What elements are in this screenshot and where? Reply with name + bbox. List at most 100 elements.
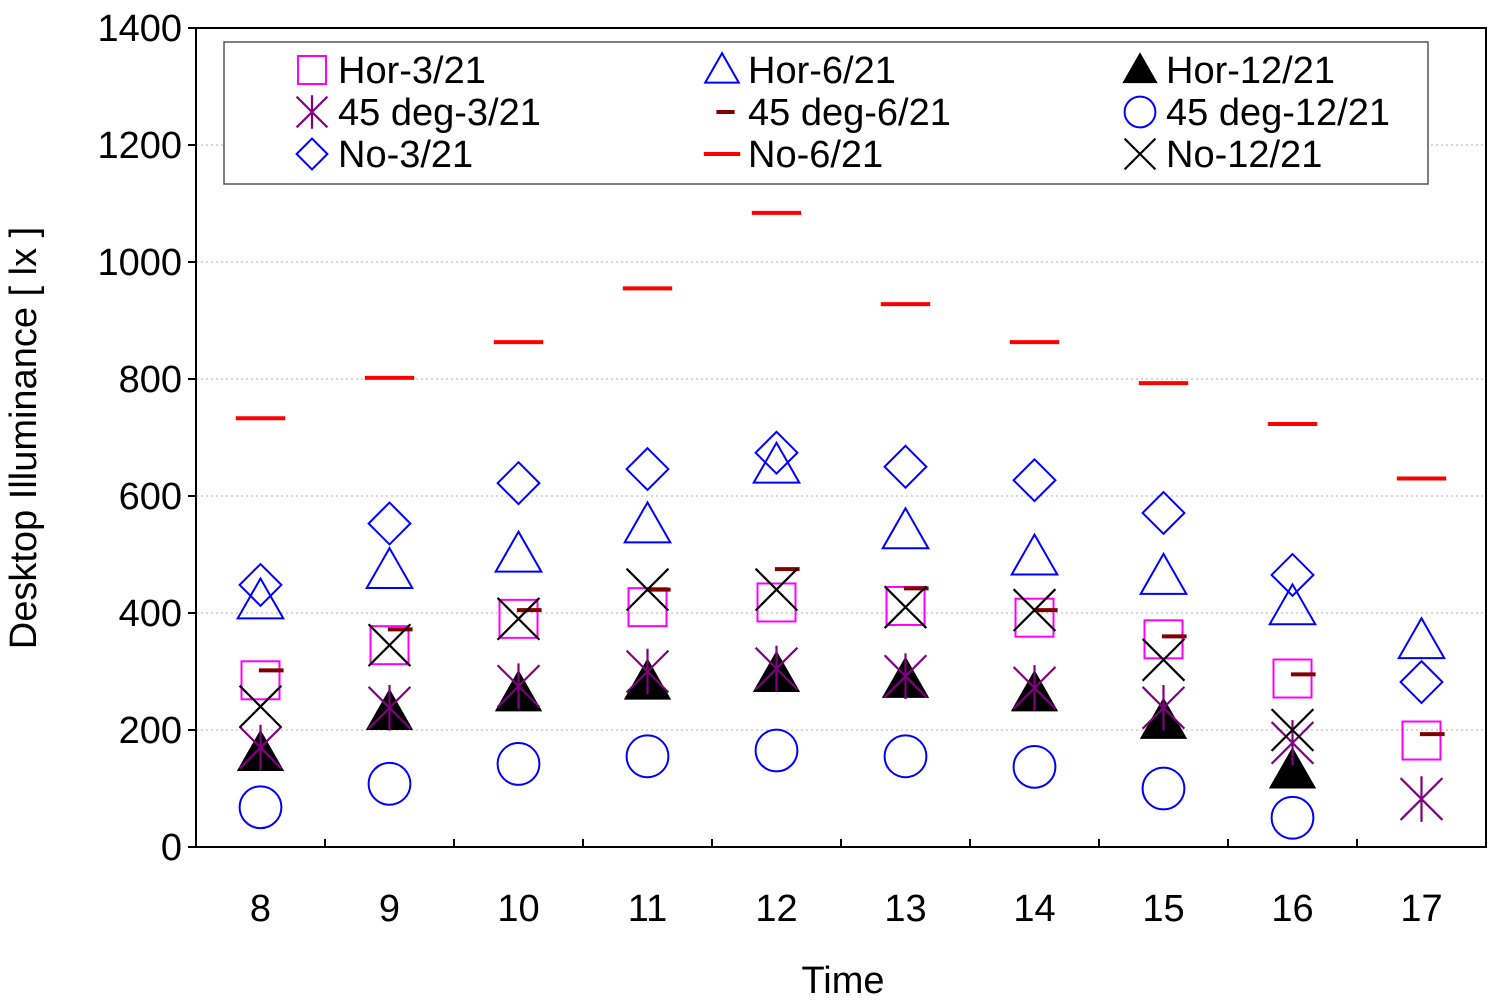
- data-point: [238, 785, 283, 830]
- y-tick-label: 1400: [97, 8, 182, 50]
- legend-label: 45 deg-3/21: [338, 92, 541, 134]
- data-point: [238, 684, 283, 729]
- x-tick-label: 13: [884, 888, 926, 930]
- legend-label: No-6/21: [748, 134, 883, 176]
- series-7: [235, 210, 1447, 481]
- data-point: [883, 734, 928, 779]
- data-point: [625, 567, 670, 612]
- series-4: [258, 567, 1445, 737]
- x-tick-label: 8: [250, 888, 271, 930]
- data-point: [496, 460, 541, 506]
- x-axis-ticks: 8 9 10 11 12 13 14 15 16 17: [250, 839, 1443, 930]
- x-tick-label: 9: [379, 888, 400, 930]
- series-1: [235, 440, 1447, 660]
- data-point: [367, 684, 412, 731]
- series-0: [240, 582, 1442, 761]
- data-point: [883, 653, 928, 699]
- data-point: [880, 506, 931, 550]
- legend-label: 45 deg-6/21: [748, 92, 951, 134]
- data-point: [493, 529, 544, 573]
- data-point: [235, 576, 286, 620]
- data-point: [496, 742, 541, 786]
- data-point: [367, 623, 412, 667]
- legend-item: No-3/21: [295, 134, 473, 176]
- data-point: [754, 430, 799, 476]
- legend-item: Hor-6/21: [703, 50, 896, 92]
- legend: Hor-3/21 Hor-6/21 Hor-12/21 45 deg-3/21 45 d…: [223, 41, 1429, 185]
- data-point: [627, 587, 668, 628]
- legend-marker: [297, 55, 327, 85]
- legend-label: Hor-12/21: [1166, 50, 1335, 92]
- data-point: [1141, 638, 1186, 682]
- data-point: [1143, 619, 1184, 660]
- data-point: [1012, 457, 1057, 503]
- legend-marker: [1123, 95, 1157, 129]
- data-point: [238, 562, 283, 608]
- x-tick-label: 15: [1142, 888, 1184, 930]
- data-point: [883, 444, 928, 490]
- data-point: [622, 500, 673, 544]
- data-point: [625, 446, 670, 492]
- data-point: [1396, 616, 1447, 660]
- y-tick-label: 200: [119, 710, 182, 752]
- legend-label: 45 deg-12/21: [1166, 92, 1390, 134]
- data-point: [238, 724, 283, 771]
- data-point: [625, 734, 670, 779]
- x-tick-label: 11: [628, 888, 667, 930]
- data-point: [240, 660, 281, 701]
- data-point: [1270, 552, 1315, 598]
- data-point: [1012, 744, 1057, 789]
- data-point: [1272, 658, 1313, 699]
- data-point: [1141, 490, 1186, 536]
- data-point: [369, 625, 410, 666]
- legend-item: Hor-3/21: [297, 50, 486, 92]
- y-axis-ticks: 0 200 400 600 800 1000 1200 1400: [97, 8, 196, 869]
- y-tick-label: 1200: [97, 125, 182, 167]
- series-8: [238, 567, 1315, 752]
- data-point: [883, 585, 928, 629]
- data-point: [1399, 776, 1444, 822]
- data-point: [1270, 795, 1315, 840]
- x-tick-label: 14: [1013, 888, 1055, 930]
- data-point: [1141, 684, 1186, 731]
- legend-item: 45 deg-12/21: [1123, 92, 1390, 134]
- data-point: [1268, 747, 1317, 789]
- legend-item: 45 deg-6/21: [716, 92, 951, 134]
- data-point: [754, 567, 799, 612]
- data-point: [1009, 532, 1060, 576]
- legend-box: [223, 41, 1429, 185]
- series-6: [238, 430, 1444, 705]
- legend-marker: [1123, 137, 1157, 171]
- data-point: [364, 546, 415, 589]
- data-point: [1270, 720, 1315, 766]
- data-point: [1014, 597, 1055, 638]
- data-point: [625, 648, 670, 695]
- x-tick-label: 17: [1400, 888, 1442, 930]
- legend-marker: [295, 95, 329, 129]
- x-tick-label: 16: [1271, 888, 1313, 930]
- x-tick-label: 10: [497, 888, 539, 930]
- legend-marker: [1122, 52, 1158, 84]
- data-point: [498, 598, 539, 639]
- data-point: [1267, 582, 1318, 626]
- legend-item: 45 deg-3/21: [295, 92, 541, 134]
- data-point: [1138, 551, 1189, 595]
- data-point: [1141, 766, 1186, 811]
- legend-label: No-12/21: [1166, 134, 1322, 176]
- y-tick-label: 400: [119, 593, 182, 635]
- data-point: [756, 582, 797, 623]
- data-point: [496, 663, 541, 709]
- x-tick-label: 12: [755, 888, 797, 930]
- legend-marker: [295, 137, 329, 171]
- data-point: [754, 645, 799, 692]
- legend-label: No-3/21: [338, 134, 473, 176]
- data-point: [1012, 588, 1057, 632]
- series-5: [238, 728, 1315, 840]
- legend-item: No-12/21: [1123, 134, 1322, 176]
- y-tick-label: 800: [119, 359, 182, 401]
- data-point: [496, 597, 541, 641]
- y-tick-label: 600: [119, 476, 182, 518]
- data-point: [367, 761, 412, 806]
- series-3: [238, 645, 1444, 822]
